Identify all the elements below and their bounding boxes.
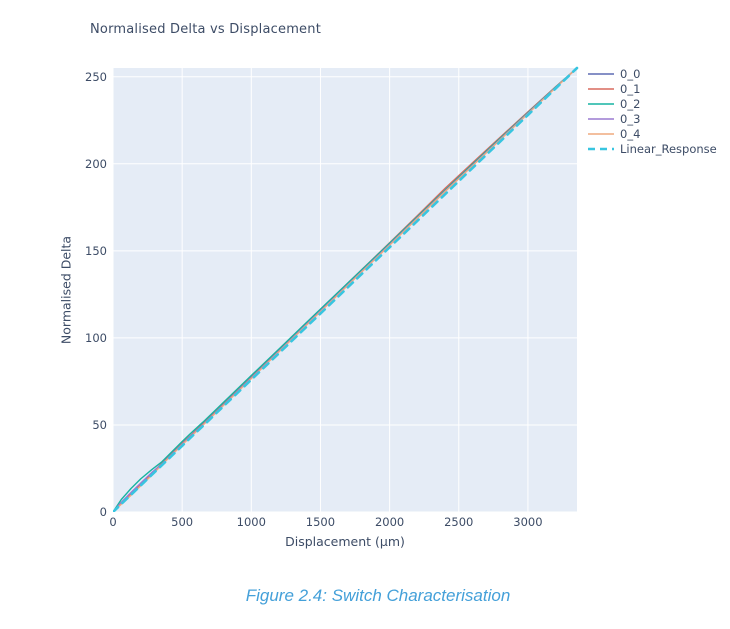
x-axis-title: Displacement (µm) <box>285 534 405 549</box>
x-tick-label: 3000 <box>513 515 543 529</box>
y-tick-label: 100 <box>85 330 107 345</box>
y-tick-label: 150 <box>85 243 107 258</box>
legend-line-swatch <box>588 102 614 105</box>
plot-area[interactable] <box>0 0 730 565</box>
x-tick-label: 500 <box>171 515 194 529</box>
x-tick-label: 1500 <box>305 515 336 529</box>
legend-line-swatch <box>588 87 614 90</box>
y-tick-label: 250 <box>85 69 107 84</box>
legend-label: 0_2 <box>620 96 641 111</box>
legend-line-swatch <box>588 117 614 120</box>
series-line-Linear_Response <box>113 66 579 512</box>
y-axis-title: Normalised Delta <box>58 235 74 345</box>
legend-item-0_2[interactable]: 0_2 <box>588 96 717 111</box>
legend-item-0_3[interactable]: 0_3 <box>588 111 717 126</box>
legend-line-swatch <box>588 147 614 150</box>
x-tick-label: 2000 <box>374 515 405 529</box>
legend-label: 0_0 <box>620 66 641 81</box>
legend-label: Linear_Response <box>620 141 717 156</box>
y-tick-label: 200 <box>85 156 107 171</box>
legend: 0_0 0_1 0_2 0_3 0_4 Linear_Response <box>588 66 717 156</box>
series-line-0_2 <box>113 67 578 512</box>
legend-item-0_1[interactable]: 0_1 <box>588 81 717 96</box>
legend-item-Linear_Response[interactable]: Linear_Response <box>588 141 717 156</box>
legend-label: 0_4 <box>620 126 641 141</box>
y-tick-label: 0 <box>99 505 107 519</box>
legend-item-0_4[interactable]: 0_4 <box>588 126 717 141</box>
chart-title: Normalised Delta vs Displacement <box>90 22 321 37</box>
y-tick-label: 50 <box>92 417 107 432</box>
legend-label: 0_3 <box>620 111 641 126</box>
series-line-0_4 <box>113 67 578 512</box>
x-tick-label: 2500 <box>444 515 474 529</box>
legend-line-swatch <box>588 72 614 75</box>
legend-item-0_0[interactable]: 0_0 <box>588 66 717 81</box>
x-tick-label: 0 <box>109 515 117 529</box>
legend-label: 0_1 <box>620 81 641 96</box>
x-tick-label: 1000 <box>236 515 266 529</box>
figure-caption: Figure 2.4: Switch Characterisation <box>245 586 511 605</box>
legend-line-swatch <box>588 132 614 135</box>
